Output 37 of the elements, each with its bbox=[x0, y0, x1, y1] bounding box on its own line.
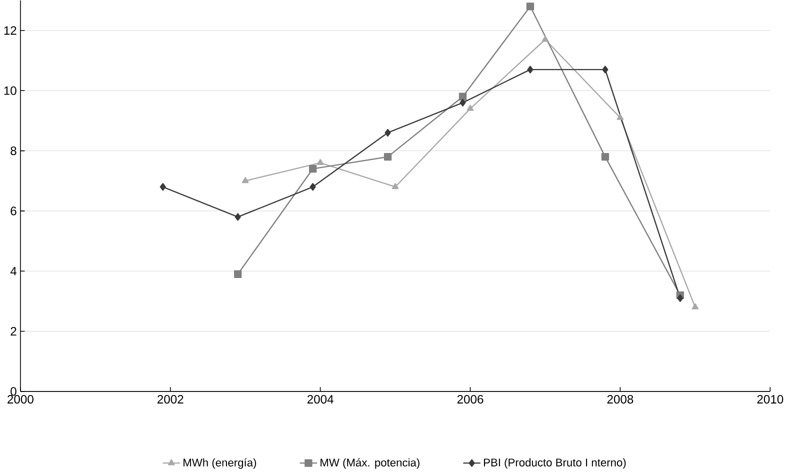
legend-label: MW (Máx. potencia) bbox=[320, 458, 420, 469]
point bbox=[677, 294, 684, 302]
x-tick-label: 2008 bbox=[607, 395, 634, 404]
point bbox=[542, 36, 549, 42]
point bbox=[692, 303, 699, 310]
point bbox=[527, 66, 534, 74]
point bbox=[160, 183, 166, 191]
point bbox=[602, 66, 608, 74]
point bbox=[601, 152, 610, 161]
point bbox=[460, 98, 466, 107]
x-tick-label: 2002 bbox=[157, 395, 184, 404]
point bbox=[466, 104, 474, 111]
point bbox=[308, 165, 317, 173]
point bbox=[616, 114, 624, 120]
y-tick-label: 4 bbox=[10, 266, 17, 276]
legend-label: MWh (energía) bbox=[184, 458, 256, 469]
point bbox=[384, 128, 391, 137]
y-tick-label: 12 bbox=[4, 26, 16, 35]
point bbox=[242, 177, 249, 184]
y-tick-label: 8 bbox=[10, 146, 16, 156]
x-tick-label: 2000 bbox=[8, 395, 34, 404]
y-tick-label: 0 bbox=[10, 387, 16, 396]
x-tick-label: 2010 bbox=[757, 395, 784, 404]
y-tick-label: 2 bbox=[10, 327, 16, 336]
legend-label: PBI (Producto Bruto I nterno) bbox=[484, 458, 626, 469]
y-tick-label: 10 bbox=[4, 86, 16, 95]
point bbox=[316, 159, 324, 166]
point bbox=[234, 213, 241, 221]
point bbox=[392, 183, 399, 190]
y-tick-label: 6 bbox=[10, 206, 16, 216]
point bbox=[384, 152, 392, 161]
point bbox=[234, 270, 242, 278]
point bbox=[458, 92, 467, 100]
x-tick-label: 2006 bbox=[457, 395, 484, 404]
point bbox=[526, 2, 534, 10]
point bbox=[310, 183, 316, 191]
x-tick-label: 2004 bbox=[307, 395, 334, 404]
